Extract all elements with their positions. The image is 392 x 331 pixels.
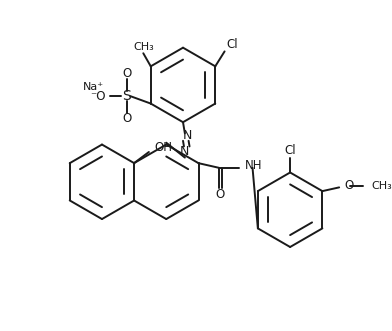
Text: CH₃: CH₃ xyxy=(133,42,154,52)
Text: Na⁺: Na⁺ xyxy=(83,82,105,92)
Text: O: O xyxy=(215,188,225,201)
Text: S: S xyxy=(122,89,131,103)
Text: N: N xyxy=(183,129,192,142)
Text: NH: NH xyxy=(245,159,263,171)
Text: O: O xyxy=(122,67,131,80)
Text: O: O xyxy=(122,112,131,125)
Text: ⁻O: ⁻O xyxy=(91,90,106,103)
Text: N: N xyxy=(179,146,189,159)
Text: Cl: Cl xyxy=(284,144,296,157)
Text: O: O xyxy=(345,179,354,192)
Text: OH: OH xyxy=(154,141,172,154)
Text: CH₃: CH₃ xyxy=(372,180,392,191)
Text: Cl: Cl xyxy=(227,38,238,51)
